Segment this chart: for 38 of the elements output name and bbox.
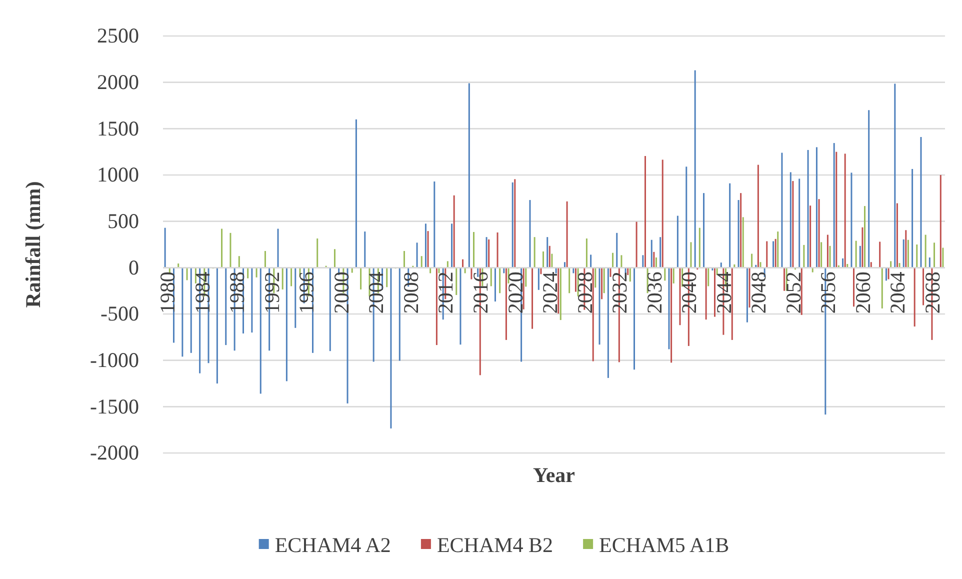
x-tick-label: 2036 bbox=[642, 272, 666, 314]
x-tick-label: 2004 bbox=[364, 271, 388, 314]
y-tick-label: 0 bbox=[128, 255, 139, 280]
y-tick-label: -1000 bbox=[90, 348, 139, 372]
x-tick-label: 2000 bbox=[329, 272, 354, 314]
x-tick-label: 2044 bbox=[712, 271, 736, 314]
legend-label: ECHAM4 A2 bbox=[274, 533, 391, 557]
y-axis-title: Rainfall (mm) bbox=[21, 181, 45, 308]
x-tick-label: 2012 bbox=[434, 272, 458, 314]
x-axis-title: Year bbox=[533, 463, 575, 487]
x-tick-label: 2060 bbox=[850, 272, 875, 314]
x-tick-label: 2028 bbox=[572, 272, 597, 314]
x-tick-label: 2040 bbox=[677, 272, 702, 314]
x-tick-label: 2020 bbox=[503, 272, 528, 314]
x-tick-label: 2056 bbox=[816, 272, 840, 314]
y-tick-label: 500 bbox=[108, 209, 139, 234]
y-tick-label: -1500 bbox=[90, 394, 139, 418]
x-tick-label: 2024 bbox=[538, 271, 562, 314]
legend-label: ECHAM5 A1B bbox=[599, 533, 730, 557]
y-tick-label: 1000 bbox=[97, 162, 139, 187]
y-tick-label: 1500 bbox=[97, 116, 139, 140]
y-tick-label: -2000 bbox=[90, 440, 139, 465]
y-tick-label: 2000 bbox=[97, 70, 139, 94]
y-tick-label: -500 bbox=[100, 302, 139, 326]
x-tick-label: 1992 bbox=[260, 272, 284, 314]
x-tick-label: 2048 bbox=[746, 272, 771, 314]
x-tick-label: 1980 bbox=[156, 272, 180, 314]
x-tick-label: 2068 bbox=[920, 272, 944, 314]
x-tick-label: 2032 bbox=[608, 272, 632, 314]
x-tick-label: 2064 bbox=[886, 271, 910, 314]
x-tick-label: 2052 bbox=[781, 272, 806, 314]
legend-label: ECHAM4 B2 bbox=[436, 533, 554, 557]
x-tick-label: 1996 bbox=[294, 272, 319, 314]
x-tick-label: 1988 bbox=[225, 272, 250, 314]
x-tick-label: 1984 bbox=[190, 271, 214, 314]
x-tick-label: 2016 bbox=[468, 272, 492, 314]
x-tick-label: 2008 bbox=[398, 272, 423, 314]
y-tick-label: 2500 bbox=[97, 24, 139, 48]
